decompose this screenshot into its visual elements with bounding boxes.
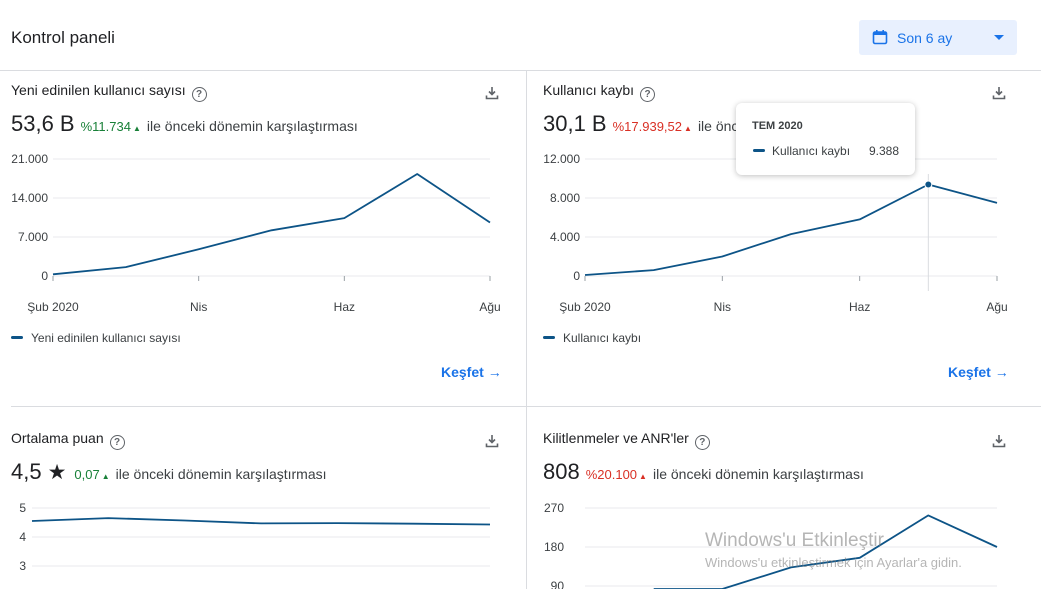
series-line bbox=[653, 514, 998, 589]
arrow-forward-icon: → bbox=[487, 364, 502, 380]
x-tick-label: Nis bbox=[190, 300, 207, 314]
metric-compare: ile önceki dönemin karşılaştırması bbox=[115, 466, 327, 482]
star-icon: ★ bbox=[47, 461, 67, 484]
y-tick-label: 21.000 bbox=[11, 152, 48, 166]
metric-row: 53,6 B %11.734 ▲ ile önceki dönemin karş… bbox=[11, 111, 358, 137]
x-tick-label: Nis bbox=[714, 300, 731, 314]
highlight-point bbox=[924, 180, 933, 189]
explore-label: Keşfet bbox=[948, 364, 991, 380]
help-icon[interactable]: ? bbox=[640, 87, 656, 102]
arrow-up-icon: ▲ bbox=[132, 124, 141, 133]
metric-value: 4,5 bbox=[11, 459, 42, 484]
arrow-up-icon: ▲ bbox=[639, 472, 647, 481]
y-tick-label: 0 bbox=[573, 269, 580, 283]
legend-label: Yeni edinilen kullanıcı sayısı bbox=[31, 331, 181, 345]
download-icon[interactable] bbox=[485, 86, 499, 100]
y-tick-label: 14.000 bbox=[11, 191, 48, 205]
chart-legend: Yeni edinilen kullanıcı sayısı bbox=[11, 331, 181, 345]
metric-compare: ile önceki dönemin karşılaştırması bbox=[652, 466, 864, 482]
y-tick-label: 270 bbox=[544, 501, 564, 515]
metric-value: 30,1 B bbox=[543, 111, 607, 136]
y-tick-label: 12.000 bbox=[543, 152, 580, 166]
x-tick-label: Haz bbox=[849, 300, 870, 314]
y-tick-label: 90 bbox=[551, 579, 565, 589]
metric-value: 808 bbox=[543, 459, 580, 484]
top-bar: Kontrol paneli Son 6 ay bbox=[0, 0, 1041, 71]
y-tick-label: 7.000 bbox=[18, 230, 48, 244]
chart-legend: Kullanıcı kaybı bbox=[543, 331, 641, 345]
tooltip-series: Kullanıcı kaybı bbox=[772, 144, 851, 158]
metric-change: %11.734 bbox=[80, 119, 131, 134]
card-title: Yeni edinilen kullanıcı sayısı? bbox=[11, 82, 207, 102]
metric-change: %20.100 bbox=[585, 467, 638, 482]
period-selector[interactable]: Son 6 ay bbox=[859, 20, 1017, 55]
tooltip-title: TEM 2020 bbox=[752, 120, 803, 132]
help-icon[interactable]: ? bbox=[109, 435, 125, 450]
explore-link[interactable]: Keşfet → bbox=[441, 364, 502, 380]
metric-row: 4,5 ★ 0,07 ▲ ile önceki dönemin karşılaş… bbox=[11, 459, 327, 485]
arrow-drop-down-icon bbox=[994, 35, 1004, 40]
y-tick-label: 5 bbox=[19, 501, 26, 515]
page-title: Kontrol paneli bbox=[11, 28, 115, 47]
card-title: Kilitlenmeler ve ANR'ler? bbox=[543, 430, 710, 450]
card-title: Kullanıcı kaybı? bbox=[543, 82, 656, 102]
metric-change: 0,07 bbox=[74, 467, 100, 482]
download-icon[interactable] bbox=[992, 434, 1006, 448]
legend-swatch bbox=[11, 336, 23, 339]
card-title-text: Yeni edinilen kullanıcı sayısı bbox=[11, 82, 186, 98]
series-line bbox=[31, 517, 491, 526]
tooltip-swatch bbox=[753, 149, 765, 152]
chart-tooltip: TEM 2020 Kullanıcı kaybı 9.388 bbox=[736, 103, 915, 175]
x-tick-label: Haz bbox=[334, 300, 355, 314]
column-divider bbox=[526, 70, 527, 589]
x-tick-label: Şub 2020 bbox=[27, 300, 79, 314]
series-line bbox=[52, 173, 491, 276]
period-selector-label: Son 6 ay bbox=[897, 30, 953, 46]
legend-swatch bbox=[543, 336, 555, 339]
download-icon[interactable] bbox=[992, 86, 1006, 100]
metric-row: 808 %20.100 ▲ ile önceki dönemin karşıla… bbox=[543, 459, 864, 485]
calendar-icon bbox=[872, 30, 888, 45]
help-icon[interactable]: ? bbox=[694, 435, 710, 450]
card-title-text: Ortalama puan bbox=[11, 430, 104, 446]
y-tick-label: 0 bbox=[41, 269, 48, 283]
arrow-up-icon: ▲ bbox=[684, 124, 692, 133]
card-title-text: Kilitlenmeler ve ANR'ler bbox=[543, 430, 689, 446]
y-tick-label: 4.000 bbox=[550, 230, 580, 244]
legend-label: Kullanıcı kaybı bbox=[563, 331, 642, 345]
y-tick-label: 4 bbox=[19, 530, 26, 544]
card-title: Ortalama puan? bbox=[11, 430, 125, 450]
x-tick-label: Ağu bbox=[479, 300, 500, 314]
metric-value: 53,6 B bbox=[11, 111, 75, 136]
explore-label: Keşfet bbox=[441, 364, 484, 380]
help-icon[interactable]: ? bbox=[191, 87, 207, 102]
x-tick-label: Şub 2020 bbox=[559, 300, 611, 314]
metric-change: %17.939,52 bbox=[612, 119, 683, 134]
arrow-up-icon: ▲ bbox=[101, 472, 110, 481]
download-icon[interactable] bbox=[485, 434, 499, 448]
row-divider bbox=[11, 406, 1041, 407]
x-tick-label: Ağu bbox=[986, 300, 1007, 314]
y-tick-label: 8.000 bbox=[550, 191, 580, 205]
card-title-text: Kullanıcı kaybı bbox=[543, 82, 635, 98]
explore-link[interactable]: Keşfet → bbox=[948, 364, 1009, 380]
metric-compare: ile önceki dönemin karşılaştırması bbox=[146, 118, 358, 134]
tooltip-value: 9.388 bbox=[868, 144, 899, 158]
y-tick-label: 180 bbox=[544, 540, 564, 554]
arrow-forward-icon: → bbox=[994, 364, 1009, 380]
y-tick-label: 3 bbox=[19, 559, 26, 573]
